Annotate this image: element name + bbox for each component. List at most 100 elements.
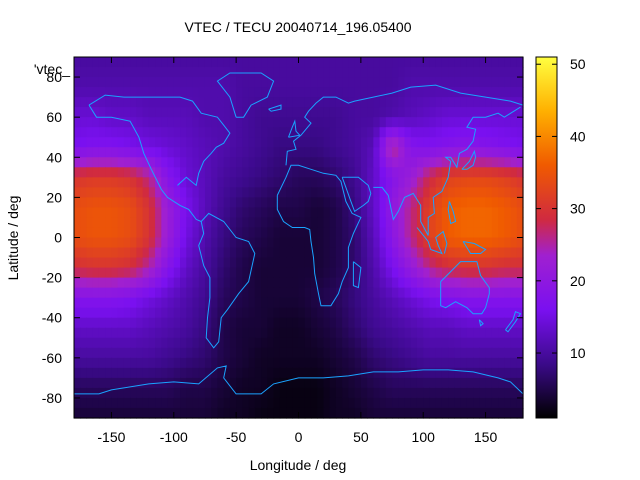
heatmap-cell (242, 287, 250, 299)
heatmap-cell (504, 107, 512, 118)
heatmap-cell (373, 317, 381, 329)
heatmap-cell (279, 187, 287, 198)
heatmap-cell (236, 327, 243, 339)
heatmap-cell (242, 57, 250, 68)
heatmap-cell (360, 347, 368, 359)
heatmap-cell (373, 87, 381, 98)
heatmap-cell (123, 317, 131, 329)
heatmap-cell (286, 257, 293, 269)
heatmap-cell (317, 357, 325, 369)
heatmap-cell (86, 117, 94, 128)
heatmap-cell (161, 167, 169, 178)
heatmap-cell (161, 197, 169, 209)
heatmap-cell (485, 387, 493, 399)
heatmap-cell (136, 257, 144, 269)
heatmap-cell (410, 337, 418, 349)
heatmap-cell (323, 347, 331, 359)
heatmap-cell (192, 337, 200, 349)
heatmap-cell (485, 297, 493, 309)
heatmap-cell (342, 77, 349, 88)
heatmap-cell (410, 257, 418, 269)
heatmap-cell (329, 167, 337, 178)
heatmap-cell (516, 407, 524, 419)
heatmap-cell (435, 57, 443, 68)
heatmap-cell (286, 147, 293, 158)
heatmap-cell (155, 187, 162, 198)
heatmap-cell (111, 247, 119, 259)
heatmap-cell (323, 397, 331, 409)
heatmap-cell (286, 307, 293, 319)
x-axis: -150 -100 -50 0 50 100 150 (97, 57, 497, 445)
heatmap-cell (367, 77, 374, 88)
heatmap-cell (254, 117, 262, 128)
heatmap-cell (198, 77, 206, 88)
heatmap-cell (504, 247, 512, 259)
y-tick-label: 0 (54, 230, 62, 246)
heatmap-cell (360, 387, 368, 399)
heatmap-cell (236, 307, 243, 319)
heatmap-cell (217, 157, 225, 168)
heatmap-cell (454, 237, 462, 249)
coastline (440, 261, 490, 315)
heatmap-cell (473, 77, 480, 88)
heatmap-cell (479, 87, 487, 98)
heatmap-cell (429, 237, 437, 249)
heatmap-cell (416, 177, 424, 188)
heatmap-cell (286, 57, 293, 68)
heatmap-cell (360, 157, 368, 168)
heatmap-cell (441, 397, 449, 409)
heatmap-cell (404, 227, 412, 239)
heatmap-cell (329, 397, 337, 409)
heatmap-cell (279, 247, 287, 259)
heatmap-cell (448, 67, 456, 78)
heatmap-cell (161, 177, 169, 188)
heatmap-cell (416, 347, 424, 359)
heatmap-cell (410, 357, 418, 369)
heatmap-cell (192, 137, 200, 148)
heatmap-cell (254, 187, 262, 198)
colorbar-tick-label: 10 (570, 345, 586, 361)
heatmap-cell (74, 97, 81, 108)
heatmap-cell (248, 317, 256, 329)
heatmap-cell (491, 257, 499, 269)
heatmap-cell (416, 357, 424, 369)
heatmap-cell (86, 377, 94, 389)
heatmap-cell (229, 107, 237, 118)
heatmap-cell (510, 367, 518, 379)
heatmap-cell (136, 347, 144, 359)
heatmap-cell (429, 87, 437, 98)
heatmap-cell (273, 267, 281, 279)
heatmap-cell (98, 337, 106, 349)
heatmap-cell (354, 267, 362, 279)
heatmap-cell (398, 97, 406, 108)
coastline (447, 201, 457, 225)
heatmap-cell (236, 227, 243, 239)
heatmap-cell (261, 97, 268, 108)
heatmap-cell (123, 337, 131, 349)
heatmap-cell (485, 397, 493, 409)
heatmap-cell (155, 317, 162, 329)
heatmap-cell (329, 377, 337, 389)
heatmap-cell (80, 187, 88, 198)
x-tick-label: 100 (412, 429, 436, 445)
heatmap-cell (98, 127, 106, 138)
heatmap-cell (448, 187, 456, 198)
heatmap-cell (491, 267, 499, 279)
heatmap-cell (354, 317, 362, 329)
heatmap-cell (485, 377, 493, 389)
heatmap-cell (317, 117, 325, 128)
heatmap-cell (130, 77, 137, 88)
heatmap-cell (111, 287, 119, 299)
heatmap-cell (217, 257, 225, 269)
heatmap-cell (248, 67, 256, 78)
heatmap-cell (223, 127, 231, 138)
heatmap-cell (317, 157, 325, 168)
heatmap-cell (142, 77, 150, 88)
heatmap-cell (136, 87, 144, 98)
heatmap-cell (236, 387, 243, 399)
heatmap-cell (180, 217, 187, 229)
heatmap-cell (348, 397, 356, 409)
heatmap-cell (74, 237, 81, 249)
heatmap-cell (86, 157, 94, 168)
heatmap-cell (173, 87, 181, 98)
